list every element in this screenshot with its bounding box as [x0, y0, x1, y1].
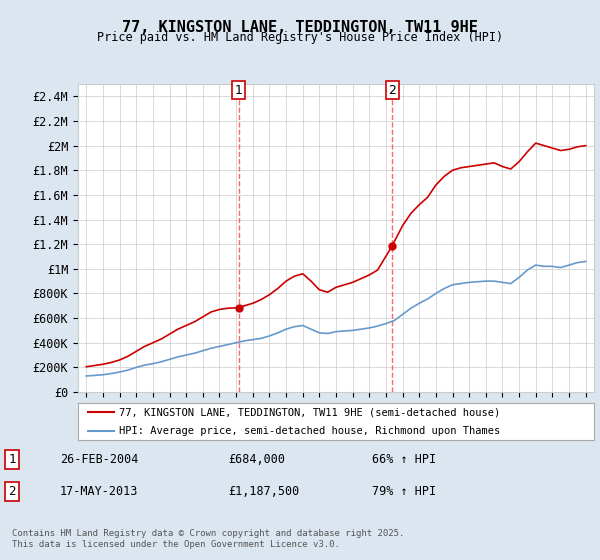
Text: 66% ↑ HPI: 66% ↑ HPI	[372, 453, 436, 466]
Text: 17-MAY-2013: 17-MAY-2013	[60, 485, 139, 498]
Text: 79% ↑ HPI: 79% ↑ HPI	[372, 485, 436, 498]
Text: 2: 2	[388, 84, 396, 97]
Text: 77, KINGSTON LANE, TEDDINGTON, TW11 9HE: 77, KINGSTON LANE, TEDDINGTON, TW11 9HE	[122, 20, 478, 35]
Text: £684,000: £684,000	[228, 453, 285, 466]
Text: 2: 2	[8, 485, 16, 498]
Text: Price paid vs. HM Land Registry's House Price Index (HPI): Price paid vs. HM Land Registry's House …	[97, 31, 503, 44]
Text: Contains HM Land Registry data © Crown copyright and database right 2025.
This d: Contains HM Land Registry data © Crown c…	[12, 529, 404, 549]
Text: 1: 1	[8, 453, 16, 466]
Text: 77, KINGSTON LANE, TEDDINGTON, TW11 9HE (semi-detached house): 77, KINGSTON LANE, TEDDINGTON, TW11 9HE …	[119, 407, 500, 417]
Text: £1,187,500: £1,187,500	[228, 485, 299, 498]
Text: 26-FEB-2004: 26-FEB-2004	[60, 453, 139, 466]
Text: 1: 1	[235, 84, 242, 97]
Text: HPI: Average price, semi-detached house, Richmond upon Thames: HPI: Average price, semi-detached house,…	[119, 426, 500, 436]
